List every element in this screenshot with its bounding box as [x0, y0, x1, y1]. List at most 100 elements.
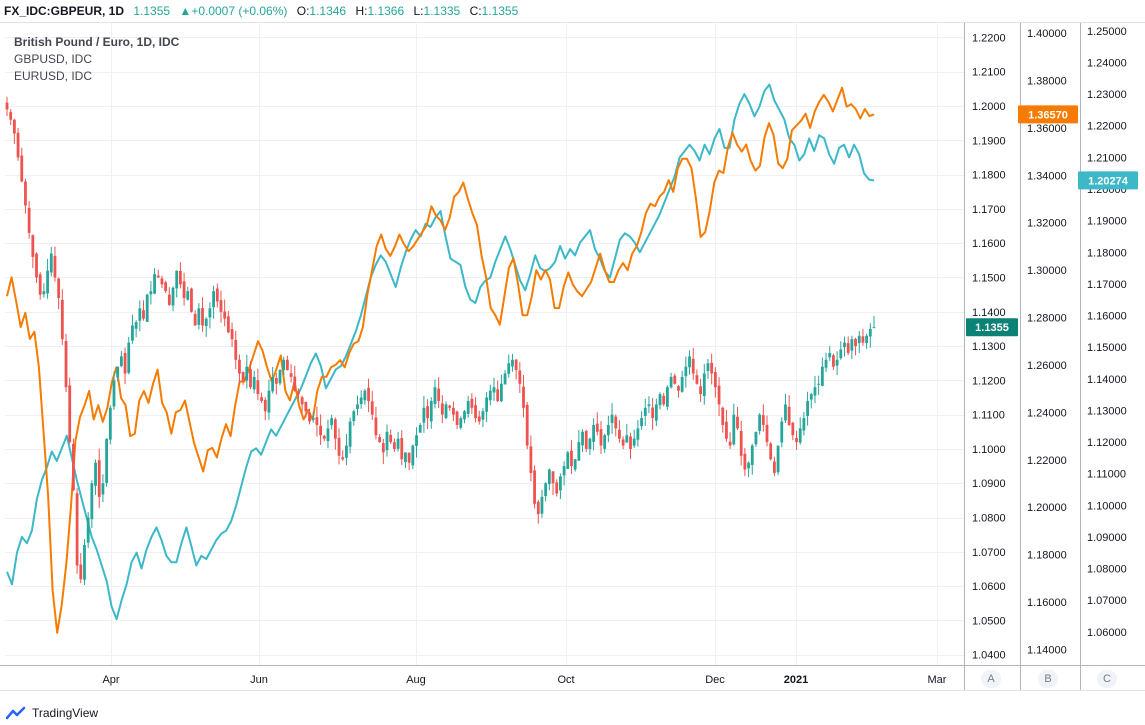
axis-button-a[interactable]: A — [981, 670, 1001, 688]
candle-body — [474, 405, 477, 419]
candle — [134, 320, 138, 338]
y-tick-label: 1.18000 — [1027, 550, 1067, 562]
candle-body — [105, 438, 109, 483]
candle-body — [584, 431, 588, 449]
candle — [322, 434, 326, 442]
candle-body — [285, 359, 289, 371]
candle — [861, 328, 865, 346]
candle — [333, 417, 337, 450]
price-axis-a[interactable]: 1.2200 1.2100 1.2000 1.1900 1.1800 1.1700 1.16… — [972, 32, 1006, 661]
candle — [669, 372, 673, 389]
candle — [533, 465, 536, 509]
y-tick-label: 1.22000 — [1087, 121, 1127, 133]
candle — [647, 396, 651, 414]
candle-body — [654, 404, 658, 421]
candle-body — [326, 428, 330, 442]
candle-body — [97, 460, 101, 497]
y-tick-label: 1.18000 — [1087, 247, 1127, 259]
candle-body — [57, 278, 61, 299]
candle — [127, 337, 131, 375]
low-value: 1.1335 — [423, 4, 461, 18]
candle-body — [772, 461, 776, 473]
candle-body — [308, 412, 311, 422]
candle — [400, 430, 404, 466]
candle — [492, 377, 496, 401]
candle-body — [53, 255, 57, 278]
candle-body — [197, 308, 201, 325]
candle — [758, 413, 762, 435]
candle-body — [758, 414, 762, 431]
candle — [131, 314, 134, 344]
candle-body — [38, 274, 42, 295]
candle — [872, 316, 876, 329]
candle — [610, 403, 614, 434]
candle-body — [533, 470, 536, 504]
tradingview-footer[interactable]: TradingView — [6, 703, 98, 723]
legend-gbpusd[interactable]: GBPUSD, IDC — [14, 52, 93, 66]
candle — [452, 401, 455, 421]
candle-body — [452, 407, 455, 415]
candle-body — [702, 373, 706, 397]
candle — [559, 473, 562, 500]
axis-button-b[interactable]: B — [1038, 670, 1058, 688]
price-axis-c[interactable]: 1.250001.240001.230001.220001.210001.200… — [1087, 26, 1127, 639]
y-tick-label: 1.0900 — [972, 478, 1006, 490]
legend-main-series[interactable]: British Pound / Euro, 1D, IDC — [14, 35, 180, 49]
candle — [112, 371, 116, 410]
candle-body — [647, 404, 651, 407]
candle — [267, 379, 271, 420]
candle — [179, 262, 182, 289]
candle — [271, 366, 275, 394]
candle-body — [415, 435, 418, 446]
candle-body — [536, 501, 540, 515]
candle — [717, 377, 721, 417]
candle — [629, 432, 632, 459]
candle-body — [669, 376, 673, 388]
candle-body — [112, 380, 116, 407]
candle — [511, 353, 514, 372]
candle — [138, 300, 142, 332]
candle-body — [341, 457, 345, 460]
y-tick-label: 1.0400 — [972, 650, 1006, 662]
candle-body — [433, 387, 437, 404]
y-tick-label: 1.1300 — [972, 341, 1006, 353]
candle — [440, 395, 444, 424]
symbol-interval[interactable]: FX_IDC:GBPEUR, 1D — [4, 4, 125, 18]
candle-body — [581, 431, 584, 446]
legend-eurusd[interactable]: EURUSD, IDC — [14, 69, 93, 83]
candle — [230, 322, 234, 348]
candle-body — [175, 270, 179, 289]
candle-body — [499, 383, 503, 402]
candle-body — [385, 431, 389, 451]
y-tick-label: 1.1600 — [972, 238, 1006, 250]
candle-body — [119, 356, 123, 367]
candle-body — [271, 376, 275, 392]
candle — [348, 417, 352, 454]
candle-body — [352, 411, 356, 422]
candle — [101, 474, 105, 503]
candle — [691, 347, 695, 380]
candle-body — [522, 386, 525, 408]
candle-body — [680, 376, 684, 392]
candle — [407, 452, 411, 471]
y-tick-label: 1.16000 — [1027, 597, 1067, 609]
eurusd-last-tag: 1.20274 — [1078, 171, 1138, 190]
chart-legend: British Pound / Euro, 1D, IDC GBPUSD, ID… — [14, 34, 179, 85]
candle-body — [507, 363, 511, 374]
price-axis-b[interactable]: 1.40000 1.38000 1.36000 1.34000 1.32000 1.300… — [1027, 28, 1067, 656]
axis-button-c[interactable]: C — [1097, 670, 1117, 688]
candle — [754, 431, 758, 447]
candle — [389, 429, 393, 444]
candle — [466, 395, 470, 418]
candle-body — [765, 424, 769, 443]
candle-body — [429, 400, 433, 422]
candle-body — [252, 376, 256, 390]
candle — [474, 397, 477, 423]
y-tick-label: 1.10000 — [1087, 500, 1127, 512]
candle-body — [319, 425, 322, 436]
candle-body — [813, 387, 817, 396]
candle — [522, 375, 525, 418]
candle-body — [370, 401, 374, 415]
candle-body — [27, 207, 31, 233]
